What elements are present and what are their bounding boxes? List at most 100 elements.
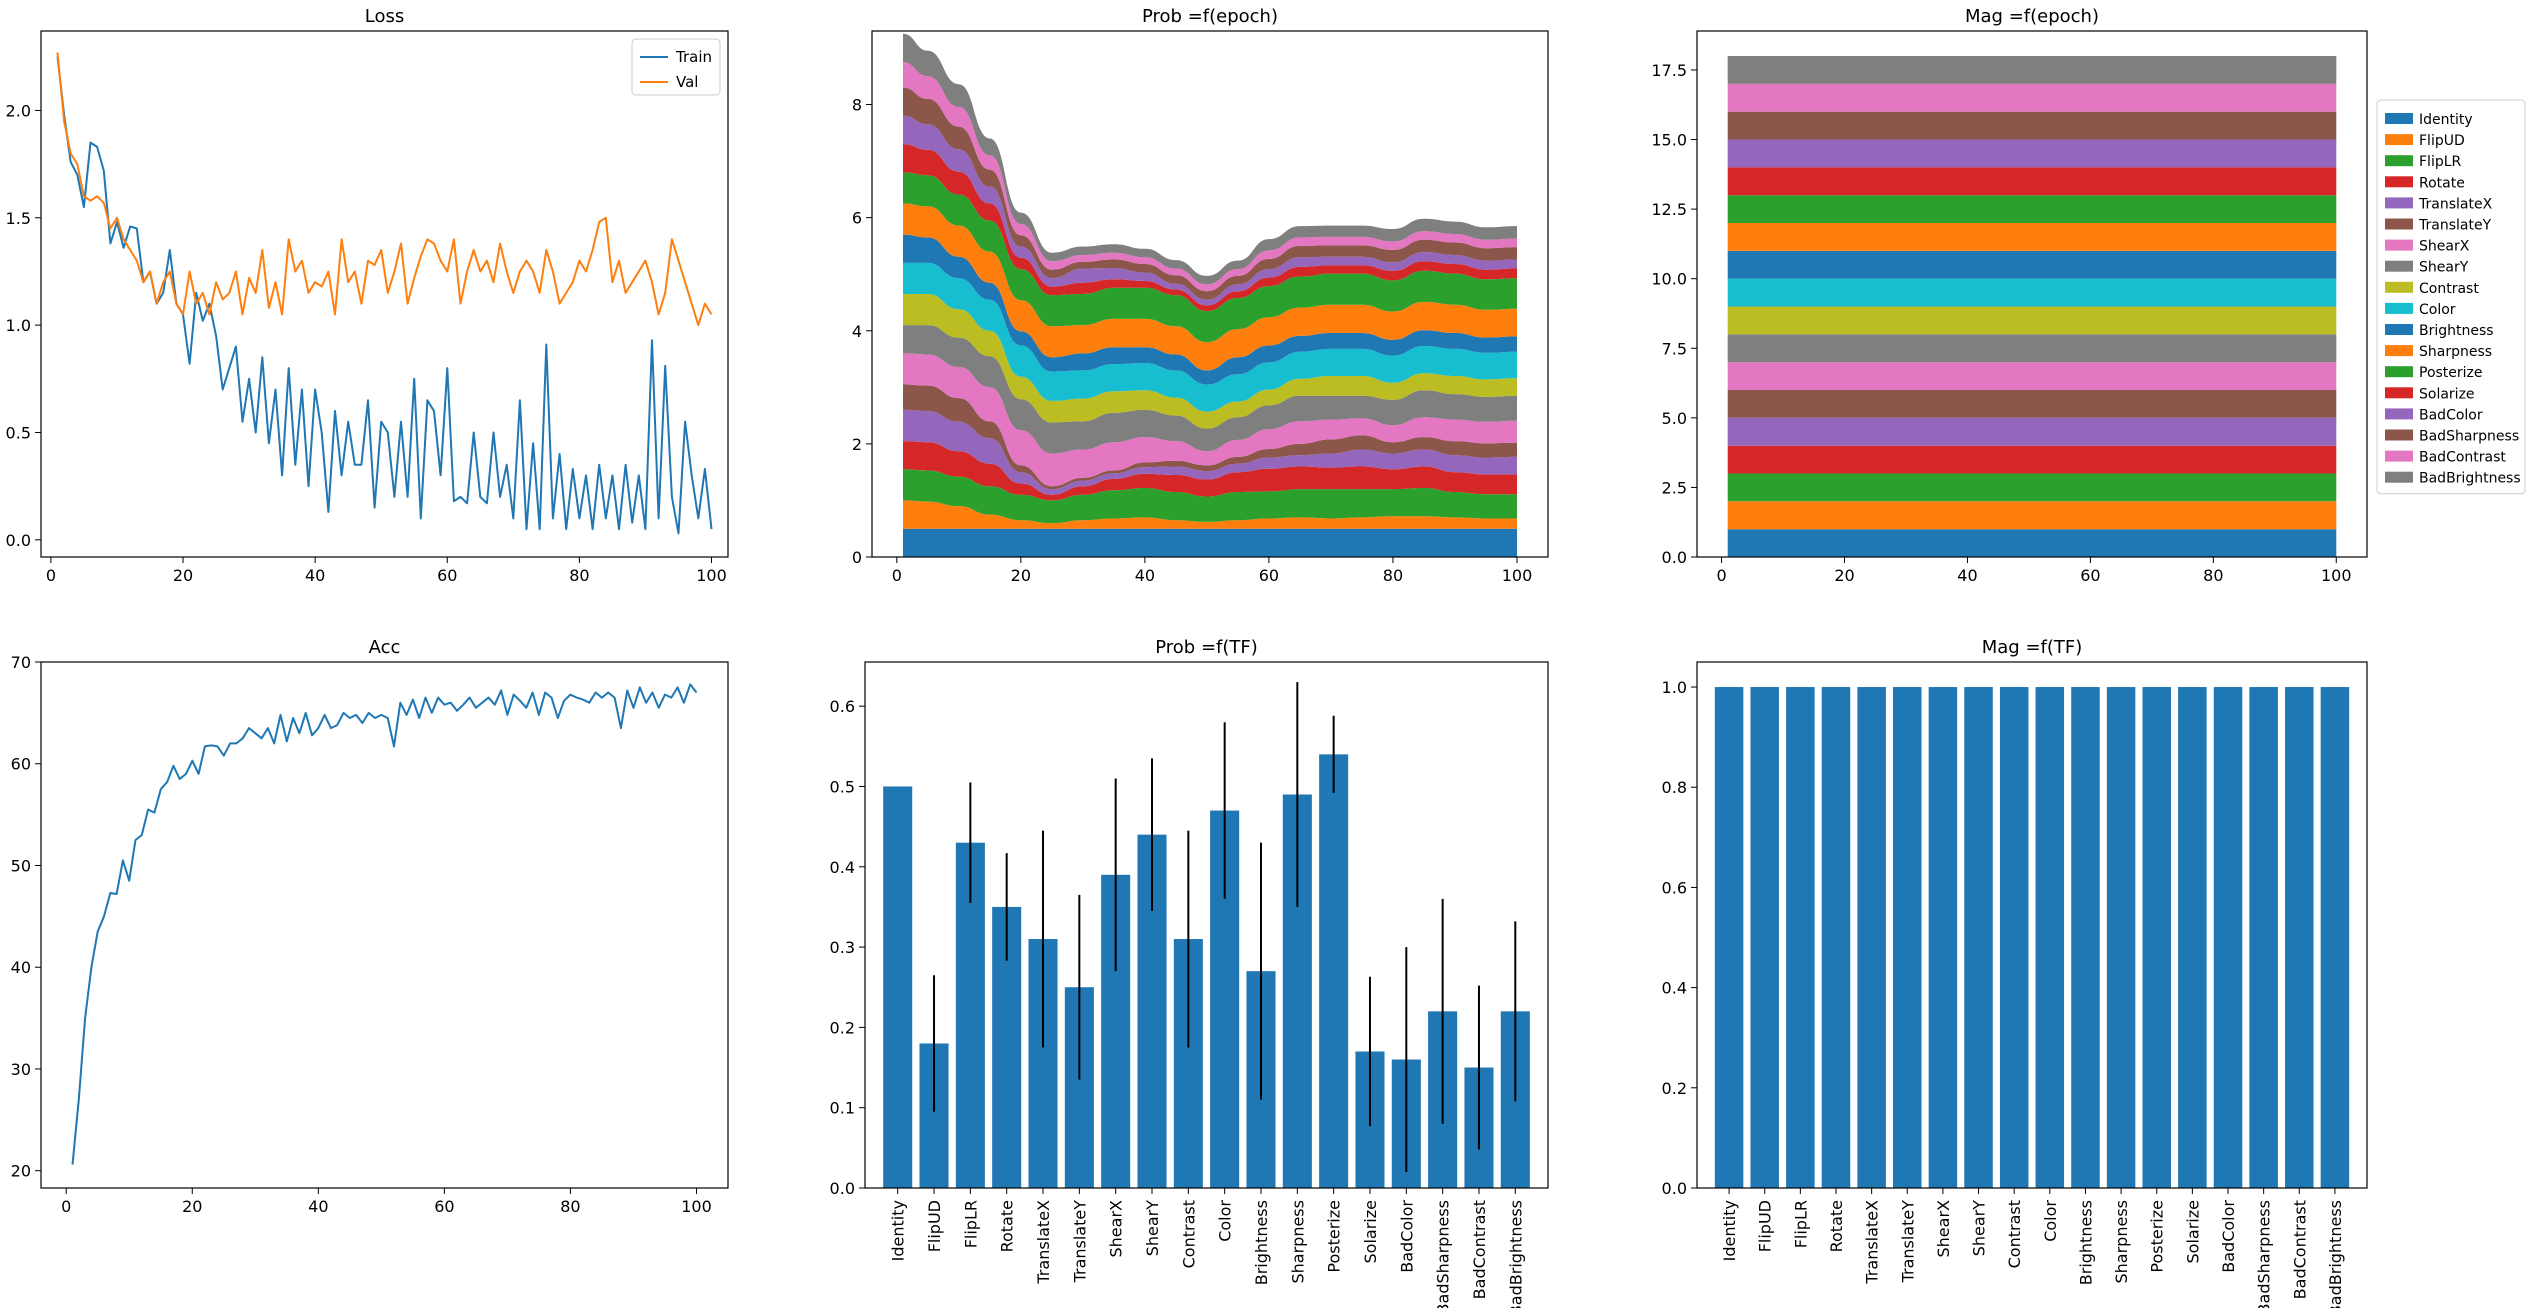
x-tick-label: TranslateX bbox=[1863, 1200, 1882, 1285]
bar-shearx bbox=[1928, 687, 1958, 1188]
area-sharpness bbox=[903, 203, 1517, 371]
bar-brightness bbox=[2071, 687, 2100, 1188]
legend-box bbox=[2376, 99, 2526, 495]
y-tick-label: 20 bbox=[11, 1162, 31, 1181]
x-tick-label: Solarize bbox=[1361, 1200, 1380, 1263]
legend-swatch bbox=[2385, 239, 2413, 251]
y-tick-label: 30 bbox=[11, 1060, 31, 1079]
area-flipud bbox=[1727, 501, 2337, 530]
y-tick-label: 0.0 bbox=[1662, 1179, 1687, 1198]
y-tick-label: 2 bbox=[852, 435, 862, 454]
chart-title: Acc bbox=[369, 637, 401, 658]
bar-contrast bbox=[1999, 687, 2029, 1188]
bar-posterize bbox=[2142, 687, 2171, 1188]
legend-label: BadContrast bbox=[2419, 450, 2506, 466]
area-badbrightness bbox=[1727, 56, 2337, 84]
axes-frame bbox=[1696, 30, 2368, 558]
legend-swatch bbox=[2385, 113, 2413, 124]
x-tick-label: Brightness bbox=[1252, 1200, 1271, 1285]
area-shearx bbox=[1727, 362, 2337, 390]
area-contrast bbox=[1727, 306, 2337, 335]
area-fliplr bbox=[1727, 473, 2337, 502]
legend-label: Color bbox=[2419, 302, 2456, 318]
x-tick-label: Solarize bbox=[2183, 1200, 2202, 1263]
legend-swatch bbox=[2385, 366, 2413, 378]
y-tick-label: 0.4 bbox=[830, 858, 855, 877]
legend-label: Posterize bbox=[2419, 365, 2483, 381]
x-tick-label: BadBrightness bbox=[2326, 1200, 2345, 1308]
y-tick-label: 15.0 bbox=[1651, 131, 1687, 150]
x-tick-label: 20 bbox=[1011, 566, 1031, 585]
y-tick-label: 0 bbox=[852, 548, 862, 567]
legend-swatch bbox=[2385, 302, 2413, 314]
y-tick-label: 0.5 bbox=[830, 777, 855, 796]
area-sharpness bbox=[1727, 223, 2337, 251]
legend-swatch bbox=[2385, 155, 2413, 167]
x-tick-label: ShearX bbox=[1934, 1200, 1953, 1258]
y-tick-label: 0.0 bbox=[6, 531, 31, 550]
x-tick-label: 0 bbox=[46, 566, 56, 585]
y-tick-label: 6 bbox=[852, 209, 862, 228]
legend: Identity FlipUD FlipLR Rotate TranslateX Tran… bbox=[2376, 99, 2526, 495]
legend: Train Val bbox=[631, 38, 721, 96]
y-tick-label: 0.0 bbox=[830, 1179, 855, 1198]
x-tick-label: ShearY bbox=[1970, 1200, 1989, 1257]
y-tick-label: 50 bbox=[11, 856, 31, 875]
series-line-acc bbox=[71, 683, 698, 1165]
x-tick-label: 100 bbox=[696, 566, 727, 585]
legend-swatch bbox=[2385, 450, 2413, 462]
legend-swatch bbox=[2385, 387, 2413, 399]
y-tick-label: 10.0 bbox=[1651, 270, 1687, 289]
y-tick-label: 0.1 bbox=[830, 1099, 855, 1118]
x-tick-label: 20 bbox=[1834, 566, 1854, 585]
bar-rotate bbox=[1821, 687, 1851, 1188]
area-fliplr bbox=[903, 469, 1517, 524]
y-tick-label: 7.5 bbox=[1662, 339, 1687, 358]
x-tick-label: BadSharpness bbox=[2255, 1200, 2274, 1308]
x-tick-label: BadBrightness bbox=[1506, 1200, 1525, 1308]
x-tick-label: Sharpness bbox=[1288, 1200, 1307, 1284]
y-tick-label: 5.0 bbox=[1662, 409, 1687, 428]
x-tick-label: 60 bbox=[1259, 566, 1279, 585]
area-badcontrast bbox=[1727, 83, 2337, 112]
y-tick-label: 4 bbox=[852, 322, 862, 341]
bar-sheary bbox=[1964, 687, 1993, 1188]
area-color bbox=[903, 262, 1517, 412]
y-tick-label: 0.2 bbox=[830, 1018, 855, 1037]
legend-swatch bbox=[2385, 260, 2413, 272]
bar-translatex bbox=[1857, 687, 1886, 1188]
area-posterize bbox=[1727, 195, 2337, 223]
area-brightness bbox=[1727, 250, 2337, 279]
x-tick-label: Color bbox=[1216, 1200, 1235, 1242]
x-tick-label: Rotate bbox=[998, 1200, 1017, 1252]
area-posterize bbox=[903, 172, 1517, 343]
legend-swatch bbox=[2385, 176, 2413, 188]
bar-posterize bbox=[1319, 754, 1349, 1188]
x-tick-label: FlipLR bbox=[1791, 1200, 1810, 1248]
bar-identity bbox=[883, 786, 913, 1188]
chart-title: Prob =f(epoch) bbox=[1142, 6, 1278, 27]
axes-frame bbox=[40, 30, 729, 558]
x-tick-label: Posterize bbox=[2148, 1200, 2167, 1273]
y-tick-label: 8 bbox=[852, 96, 862, 115]
legend-label: FlipLR bbox=[2419, 154, 2462, 170]
axes-frame bbox=[871, 30, 1549, 558]
x-tick-label: 60 bbox=[2080, 566, 2100, 585]
area-contrast bbox=[903, 294, 1517, 429]
area-brightness bbox=[903, 234, 1517, 385]
bar-badcolor bbox=[2213, 687, 2243, 1188]
x-tick-label: 40 bbox=[1957, 566, 1977, 585]
chart-prob_epoch: Prob =f(epoch) 0 20 40 60 80 100 0 2 4 6 8 bbox=[852, 6, 1549, 585]
area-translatex bbox=[903, 409, 1517, 495]
x-tick-label: BadContrast bbox=[1470, 1200, 1489, 1299]
y-tick-label: 17.5 bbox=[1651, 61, 1687, 80]
legend-label: Contrast bbox=[2419, 281, 2479, 297]
area-translatex bbox=[1727, 417, 2337, 446]
x-tick-label: TranslateY bbox=[1070, 1200, 1089, 1284]
y-tick-label: 0.6 bbox=[830, 697, 855, 716]
x-tick-label: Identity bbox=[889, 1200, 908, 1261]
x-tick-label: BadColor bbox=[2219, 1200, 2238, 1273]
x-tick-label: Contrast bbox=[2005, 1200, 2024, 1268]
x-tick-label: 60 bbox=[437, 566, 457, 585]
area-rotate bbox=[1727, 445, 2337, 474]
